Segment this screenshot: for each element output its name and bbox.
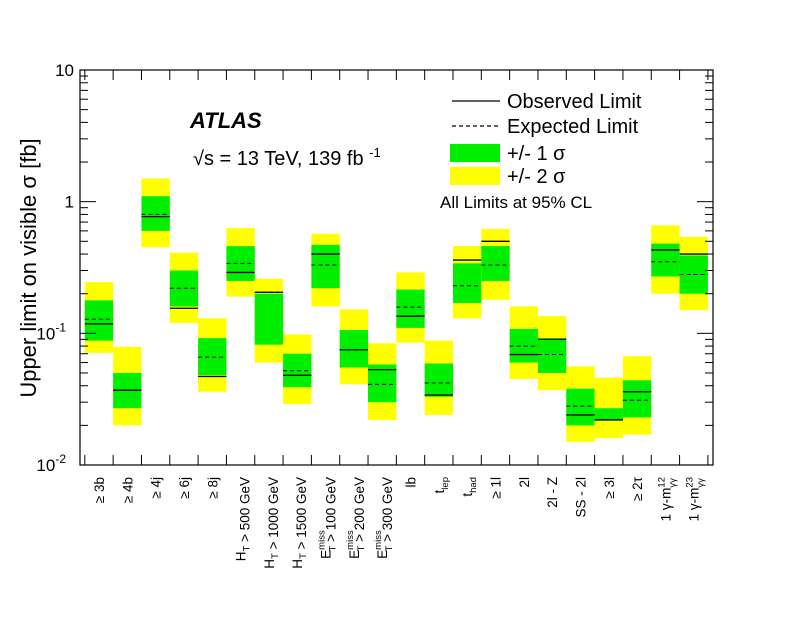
band-layer <box>84 178 708 442</box>
y-tick-label: 10-2 <box>36 452 66 475</box>
one-sigma-band <box>368 364 397 403</box>
y-tick-label: 10-1 <box>36 320 66 343</box>
one-sigma-band <box>311 244 340 289</box>
x-tick-label: ≥ 2τ <box>630 476 645 501</box>
energy-exponent: -1 <box>369 145 381 160</box>
x-tick-label: HT > 500 GeV <box>234 477 253 561</box>
x-tick-label: EmissT > 200 GeV <box>345 477 367 559</box>
y-axis-title: Upper limit on visible σ [fb] <box>16 138 41 397</box>
legend-1sigma-label: +/- 1 σ <box>507 143 566 165</box>
legend-2sigma-swatch <box>450 167 500 185</box>
x-tick-label: ≥ 6j <box>177 477 192 499</box>
legend-expected-label: Expected Limit <box>507 116 639 138</box>
one-sigma-band <box>339 330 369 368</box>
one-sigma-band <box>141 196 170 231</box>
x-tick-label: ≥ 3l <box>602 477 617 499</box>
two-sigma-band <box>594 377 623 439</box>
legend-observed-label: Observed Limit <box>507 91 642 113</box>
x-tick-labels: ≥ 3b ≥ 4b ≥ 4j ≥ 6j ≥ 8j HT > 500 GeV HT > 100… <box>92 476 707 568</box>
x-tick-label: SS - 2l <box>573 477 588 518</box>
x-tick-label: ≥ 4b <box>120 477 135 503</box>
x-tick-label: lb <box>404 477 419 488</box>
energy-label: √s = 13 TeV, 139 fb -1 <box>193 145 381 170</box>
one-sigma-band <box>481 246 510 281</box>
x-tick-label: ≥ 4j <box>149 477 164 499</box>
y-tick-label: 1 <box>65 193 74 212</box>
x-tick-label: 2l - Z <box>545 477 560 508</box>
one-sigma-band <box>254 293 284 345</box>
experiment-label: ATLAS <box>189 108 262 133</box>
x-tick-label: ≥ 3b <box>92 477 107 503</box>
cl-note: All Limits at 95% CL <box>440 193 592 212</box>
x-tick-label: tlep <box>432 477 451 493</box>
x-tick-label: EmissT > 300 GeV <box>373 477 395 559</box>
x-tick-label: HT > 1500 GeV <box>290 477 309 569</box>
energy-sqrt-s: √s <box>193 148 214 170</box>
legend-1sigma-swatch <box>450 144 500 162</box>
one-sigma-band <box>396 289 425 328</box>
one-sigma-band <box>622 380 652 418</box>
limit-line-layer <box>84 213 708 421</box>
x-tick-label: 1 γ-m12γγ <box>656 477 678 521</box>
tick-layer: 10-2 10-1 1 10 <box>36 61 713 475</box>
x-tick-label: 1 γ-m23γγ <box>685 477 707 521</box>
y-tick-label: 10 <box>55 61 74 80</box>
legend-2sigma-label: +/- 2 σ <box>507 166 566 188</box>
x-tick-label: HT > 1000 GeV <box>262 477 281 569</box>
one-sigma-band <box>537 338 567 373</box>
one-sigma-band <box>566 388 595 426</box>
one-sigma-band <box>424 363 454 397</box>
one-sigma-band <box>651 243 680 277</box>
energy-value: = 13 TeV, 139 fb <box>220 148 364 170</box>
x-tick-label: 2l <box>517 477 532 488</box>
x-tick-label: thad <box>460 477 479 497</box>
one-sigma-band <box>594 408 623 420</box>
x-tick-label: EmissT > 100 GeV <box>317 477 339 559</box>
x-tick-label: ≥ 8j <box>205 477 220 499</box>
one-sigma-band <box>84 300 114 341</box>
x-tick-label: ≥ 1l <box>488 477 503 499</box>
legend: Observed Limit Expected Limit +/- 1 σ +/… <box>440 91 642 212</box>
one-sigma-band <box>453 263 482 303</box>
